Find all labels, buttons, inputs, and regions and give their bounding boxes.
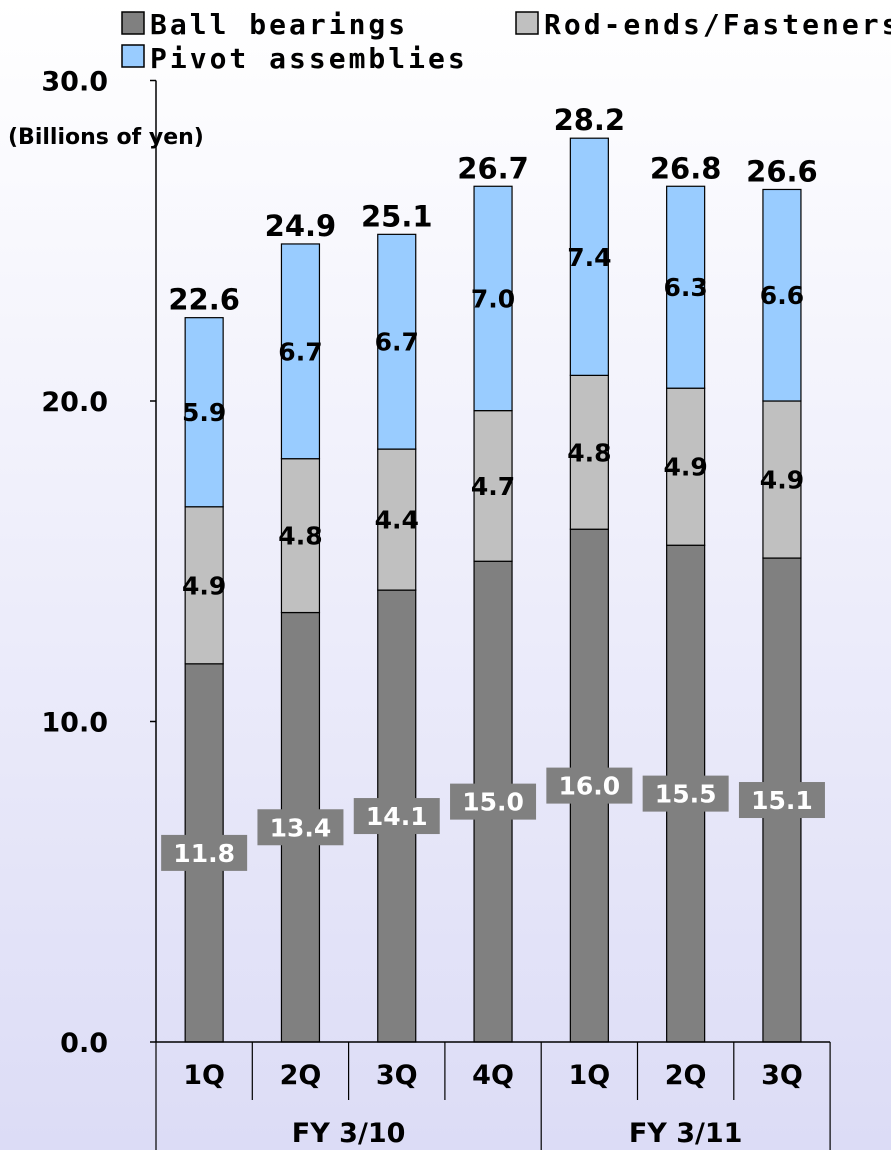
total-label: 25.1 xyxy=(361,199,433,233)
data-label: 4.8 xyxy=(278,522,322,551)
y-axis: 0.0 10.0 20.0 30.0 xyxy=(41,67,157,1059)
total-label: 28.2 xyxy=(554,103,626,137)
x-axis: 1Q 2Q 3Q 4Q 1Q 2Q 3Q FY 3/10 FY 3/11 xyxy=(155,1041,831,1150)
data-label-box xyxy=(353,798,440,835)
y-tick-label: 30.0 xyxy=(41,67,108,98)
total-label: 26.8 xyxy=(650,151,722,185)
y-axis-unit-label: (Billions of yen) xyxy=(8,125,204,150)
data-label-box xyxy=(738,782,825,819)
bars: 11.8 4.9 5.9 22.6 13.4 4.8 6.7 24.9 14.1 4.4 6.7 25… xyxy=(161,103,825,1043)
data-label: 15.5 xyxy=(655,780,717,809)
legend-swatch-pivot-assemblies xyxy=(121,44,145,68)
data-label: 7.0 xyxy=(471,284,515,313)
bar-segment xyxy=(473,185,513,412)
bar-segment xyxy=(762,188,802,402)
data-label: 14.1 xyxy=(366,802,428,831)
data-label: 4.9 xyxy=(760,466,804,495)
total-label: 26.7 xyxy=(457,151,529,185)
x-category-label: 3Q xyxy=(761,1060,803,1091)
data-label: 4.9 xyxy=(664,453,708,482)
x-group-label: FY 3/10 xyxy=(292,1118,406,1149)
bar-stack: 15.5 4.9 6.3 26.8 xyxy=(642,151,729,1043)
y-tick-label: 10.0 xyxy=(41,708,108,739)
bar-segment xyxy=(569,374,609,530)
bar-segment xyxy=(569,137,609,376)
legend-swatch-ball-bearings xyxy=(121,11,145,35)
bar-segment xyxy=(184,317,224,508)
bar-segment xyxy=(280,458,321,614)
x-category-label: 2Q xyxy=(665,1060,707,1091)
bar-segment xyxy=(377,233,417,450)
bar-segment xyxy=(666,185,706,389)
legend: Ball bearings Rod-ends/Fasteners Pivot a… xyxy=(121,8,891,75)
x-group-label: FY 3/11 xyxy=(629,1118,743,1149)
x-category-label: 1Q xyxy=(183,1060,225,1091)
x-category-label: 3Q xyxy=(376,1060,418,1091)
bar-segment xyxy=(666,387,706,546)
data-label-box xyxy=(642,775,729,812)
data-label: 4.8 xyxy=(567,438,611,467)
bar-stack: 14.1 4.4 6.7 25.1 xyxy=(353,199,440,1043)
data-label-box xyxy=(450,783,537,820)
legend-label-pivot-assemblies: Pivot assemblies xyxy=(150,42,468,75)
data-label: 6.7 xyxy=(278,337,322,366)
bar-stack: 11.8 4.9 5.9 22.6 xyxy=(161,283,248,1043)
data-label-box xyxy=(546,767,633,804)
bar-segment xyxy=(762,400,802,559)
data-label: 13.4 xyxy=(270,813,332,842)
bar-segment xyxy=(184,506,224,665)
data-label: 16.0 xyxy=(559,772,621,801)
x-category-label: 1Q xyxy=(568,1060,610,1091)
legend-label-rod-ends-fasteners: Rod-ends/Fasteners xyxy=(544,8,891,41)
data-label: 5.9 xyxy=(182,398,226,427)
data-label: 7.4 xyxy=(567,243,611,272)
data-label: 4.4 xyxy=(375,506,419,535)
data-label: 6.7 xyxy=(375,328,419,357)
data-label: 6.3 xyxy=(664,273,708,302)
bar-stack: 13.4 4.8 6.7 24.9 xyxy=(257,209,344,1043)
data-label: 4.9 xyxy=(182,571,226,600)
data-label-box xyxy=(257,809,344,846)
data-label: 6.6 xyxy=(760,281,804,310)
data-label: 15.0 xyxy=(462,788,524,817)
data-label: 4.7 xyxy=(471,472,515,501)
total-label: 24.9 xyxy=(265,209,337,243)
data-label: 11.8 xyxy=(173,839,235,868)
total-label: 22.6 xyxy=(168,283,240,317)
bar-segment xyxy=(377,448,417,591)
x-category-label: 4Q xyxy=(472,1060,514,1091)
legend-swatch-rod-ends-fasteners xyxy=(515,11,539,35)
bar-stack: 15.0 4.7 7.0 26.7 xyxy=(450,151,537,1043)
total-label: 26.6 xyxy=(746,154,818,188)
bar-stack: 15.1 4.9 6.6 26.6 xyxy=(738,154,825,1043)
bar-segment xyxy=(280,243,321,460)
y-tick-label: 0.0 xyxy=(60,1028,108,1059)
legend-label-ball-bearings: Ball bearings xyxy=(150,8,408,41)
bar-stack: 16.0 4.8 7.4 28.2 xyxy=(546,103,633,1043)
data-label-box xyxy=(161,834,248,871)
y-tick-label: 20.0 xyxy=(41,387,108,418)
x-category-label: 2Q xyxy=(280,1060,322,1091)
data-label: 15.1 xyxy=(751,786,813,815)
